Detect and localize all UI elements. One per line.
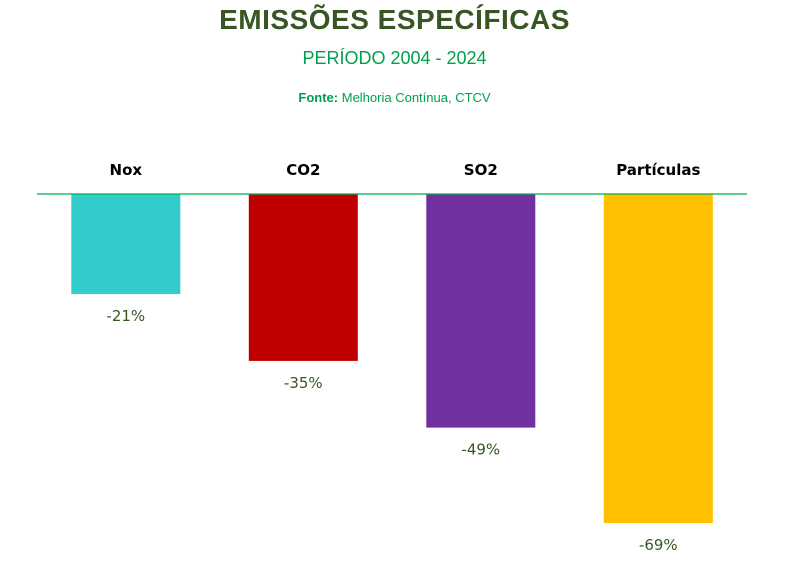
bar-co2	[248, 194, 358, 361]
data-label: -35%	[284, 374, 323, 392]
category-label: Nox	[110, 161, 143, 179]
category-label: SO2	[464, 161, 498, 179]
bar-so2	[426, 194, 536, 428]
data-label: -49%	[461, 441, 500, 459]
data-label: -69%	[639, 536, 678, 554]
bar-nox	[71, 194, 181, 295]
chart-subtitle: PERÍODO 2004 - 2024	[302, 48, 487, 68]
source-label: Fonte:	[298, 90, 339, 105]
chart-source: Fonte: Melhoria Contínua, CTCV	[0, 90, 789, 105]
bar-part-culas	[603, 194, 713, 523]
source-text: Melhoria Contínua, CTCV	[338, 90, 491, 105]
category-label: Partículas	[616, 161, 700, 179]
chart-title: EMISSÕES ESPECÍFICAS	[219, 4, 570, 35]
data-label: -21%	[106, 307, 145, 325]
category-label: CO2	[286, 161, 320, 179]
